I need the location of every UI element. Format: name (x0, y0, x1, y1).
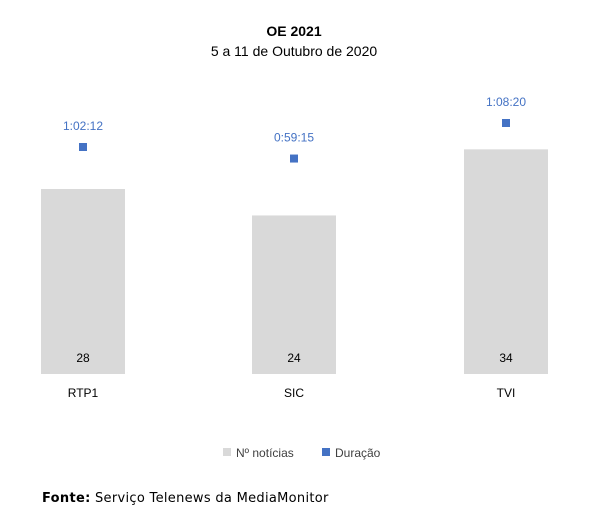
legend-swatch-news (223, 448, 231, 456)
duration-label: 1:08:20 (486, 95, 526, 109)
legend-label-news: Nº notícias (236, 446, 294, 460)
category-label: TVI (497, 386, 516, 400)
duration-marker (502, 119, 510, 127)
duration-marker (290, 154, 298, 163)
bar-value-label: 28 (76, 351, 90, 365)
bar-value-label: 24 (287, 351, 301, 365)
plot-area: 28 RTP1 1:02:12 24 SIC 0:59:15 34 TVI 1:08:20 (41, 95, 548, 400)
legend-swatch-duration (322, 448, 330, 456)
category-label: SIC (284, 386, 304, 400)
chart-subtitle: 5 a 11 de Outubro de 2020 (211, 43, 378, 59)
bar-value-label: 34 (499, 351, 513, 365)
legend-label-duration: Duração (335, 446, 381, 460)
source-note: Fonte: Serviço Telenews da MediaMonitor (42, 491, 329, 506)
duration-label: 0:59:15 (274, 131, 314, 145)
bar-sic (252, 215, 336, 374)
source-label: Fonte: (42, 491, 91, 506)
duration-label: 1:02:12 (63, 119, 103, 133)
chart-title: OE 2021 (266, 23, 321, 39)
bar-rtp1 (41, 189, 125, 374)
legend: Nº notícias Duração (223, 446, 381, 460)
bar-tvi (464, 149, 548, 374)
source-text: Serviço Telenews da MediaMonitor (90, 491, 329, 506)
category-label: RTP1 (68, 386, 99, 400)
duration-marker (79, 143, 87, 151)
